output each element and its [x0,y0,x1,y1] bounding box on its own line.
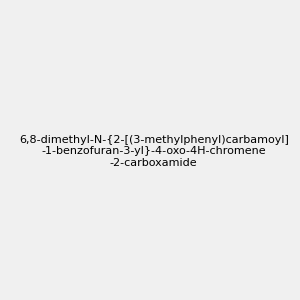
Text: 6,8-dimethyl-N-{2-[(3-methylphenyl)carbamoyl]
-1-benzofuran-3-yl}-4-oxo-4H-chrom: 6,8-dimethyl-N-{2-[(3-methylphenyl)carba… [19,135,289,168]
